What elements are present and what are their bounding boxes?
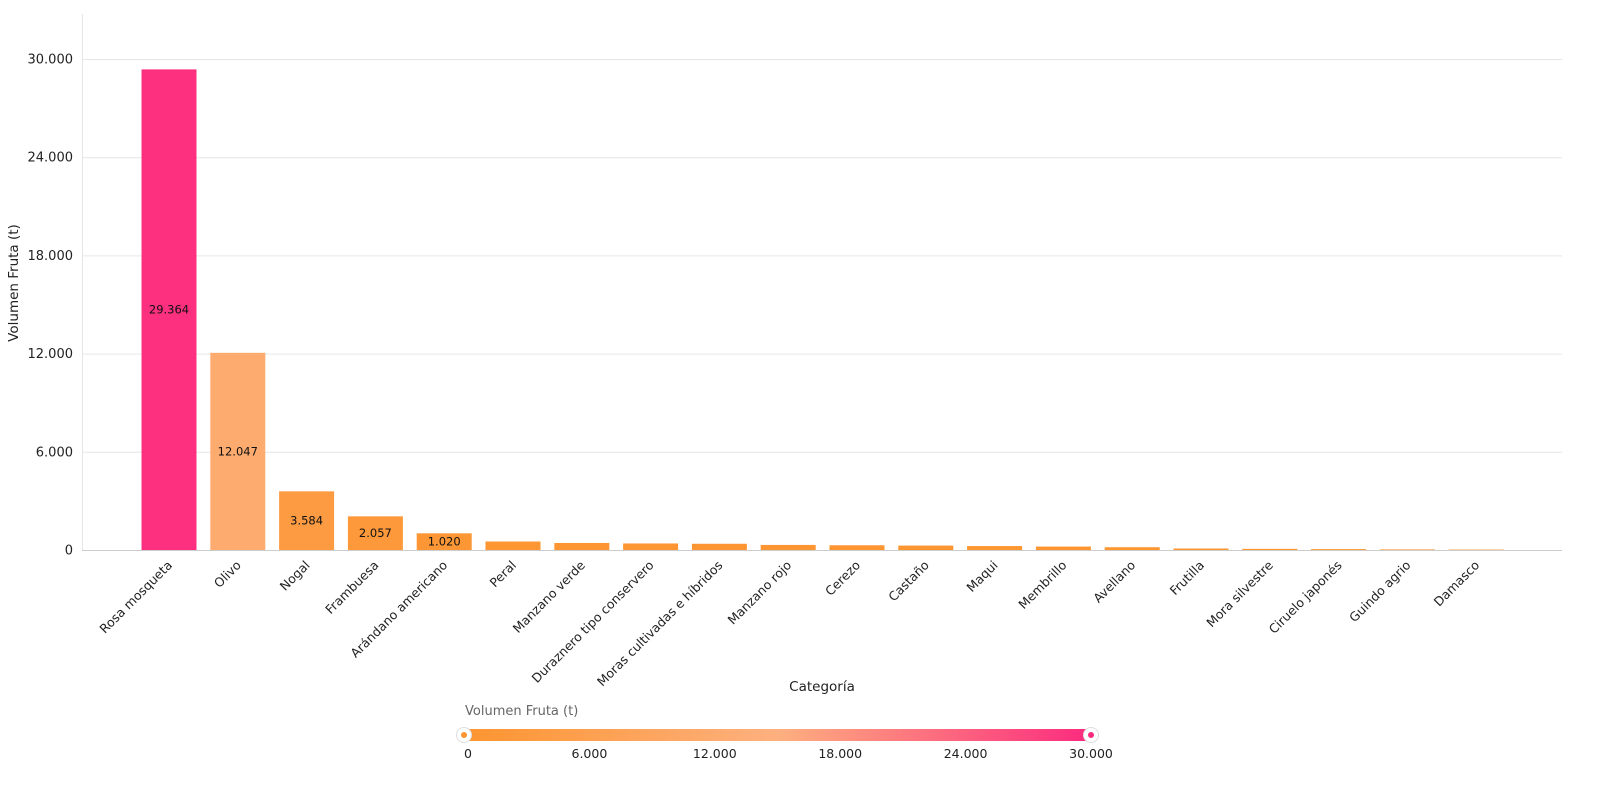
legend-ticks: 0 6.000 12.000 18.000 24.000 30.000 xyxy=(464,746,1113,761)
x-tick-label: Peral xyxy=(487,558,520,591)
data-label: 12.047 xyxy=(218,444,258,458)
x-tick-label: Duraznero tipo conservero xyxy=(529,558,657,686)
y-tick-label: 24.000 xyxy=(28,151,74,166)
x-tick-label: Nogal xyxy=(277,558,313,594)
bar[interactable] xyxy=(210,352,266,550)
x-tick-label: Damasco xyxy=(1431,558,1483,610)
bar[interactable] xyxy=(760,544,816,550)
bar[interactable] xyxy=(691,543,747,550)
legend-tick-label: 12.000 xyxy=(693,746,737,761)
bar[interactable] xyxy=(623,543,679,550)
y-axis-title: Volumen Fruta (t) xyxy=(6,224,22,342)
bar[interactable] xyxy=(1104,547,1160,550)
bar[interactable] xyxy=(1242,548,1298,550)
bars xyxy=(141,69,1504,551)
legend-max-handle[interactable] xyxy=(1083,727,1099,743)
x-tick-label: Manzano verde xyxy=(510,557,589,636)
data-labels: 29.364 12.047 3.584 2.057 1.020 xyxy=(149,303,461,549)
legend-tick-label: 0 xyxy=(464,746,472,761)
bar[interactable] xyxy=(554,542,610,550)
x-tick-label: Ciruelo japonés xyxy=(1266,558,1345,637)
x-tick-label: Guindo agrio xyxy=(1346,558,1413,625)
x-tick-label: Mora silvestre xyxy=(1203,557,1276,630)
x-tick-label: Castaño xyxy=(885,558,932,605)
bar[interactable] xyxy=(141,69,197,550)
bar[interactable] xyxy=(1379,549,1435,551)
legend-tick-label: 6.000 xyxy=(572,746,608,761)
legend-gradient-bar xyxy=(464,729,1091,741)
bar[interactable] xyxy=(829,545,885,550)
bar[interactable] xyxy=(416,533,472,550)
y-tick-label: 18.000 xyxy=(28,249,74,264)
legend-tick-label: 30.000 xyxy=(1069,746,1113,761)
x-tick-label: Cerezo xyxy=(822,558,863,599)
x-axis-ticks: Rosa mosqueta Olivo Nogal FrambuesaArándano… xyxy=(96,557,1482,689)
bar[interactable] xyxy=(1173,548,1229,550)
bar[interactable] xyxy=(1311,549,1367,551)
x-tick-label: Manzano rojo xyxy=(724,558,794,628)
x-tick-label: Olivo xyxy=(211,558,244,591)
x-tick-label: Frambuesa xyxy=(322,558,381,617)
x-tick-label: Membrillo xyxy=(1015,558,1069,612)
data-label: 3.584 xyxy=(290,514,323,528)
x-axis-title: Categoría xyxy=(789,679,855,695)
bar[interactable] xyxy=(347,516,403,550)
data-label: 1.020 xyxy=(428,535,461,549)
x-tick-label: Rosa mosqueta xyxy=(96,558,175,637)
gridlines xyxy=(82,59,1562,453)
x-tick-label: Avellano xyxy=(1090,558,1138,606)
bar[interactable] xyxy=(967,546,1023,550)
y-tick-label: 30.000 xyxy=(28,53,74,68)
y-tick-label: 0 xyxy=(65,544,73,559)
y-tick-label: 12.000 xyxy=(28,347,74,362)
data-label: 29.364 xyxy=(149,303,189,317)
bar[interactable] xyxy=(279,491,335,550)
legend-title: Volumen Fruta (t) xyxy=(465,704,578,719)
legend-tick-label: 24.000 xyxy=(944,746,988,761)
x-tick-label: Moras cultivadas e híbridos xyxy=(594,558,726,690)
bar[interactable] xyxy=(1035,546,1091,550)
color-scale-legend: Volumen Fruta (t) 0 6.000 12.000 18.000 24.0… xyxy=(456,704,1113,761)
y-tick-label: 6.000 xyxy=(36,445,73,460)
legend-tick-label: 18.000 xyxy=(818,746,862,761)
bar[interactable] xyxy=(485,541,541,550)
y-axis-ticks: 0 6.000 12.000 18.000 24.000 30.000 xyxy=(28,53,74,559)
bar[interactable] xyxy=(898,545,954,550)
data-label: 2.057 xyxy=(359,526,392,540)
legend-min-handle[interactable] xyxy=(456,727,472,743)
x-tick-label: Frutilla xyxy=(1167,558,1208,599)
x-tick-label: Maqui xyxy=(963,558,1000,595)
